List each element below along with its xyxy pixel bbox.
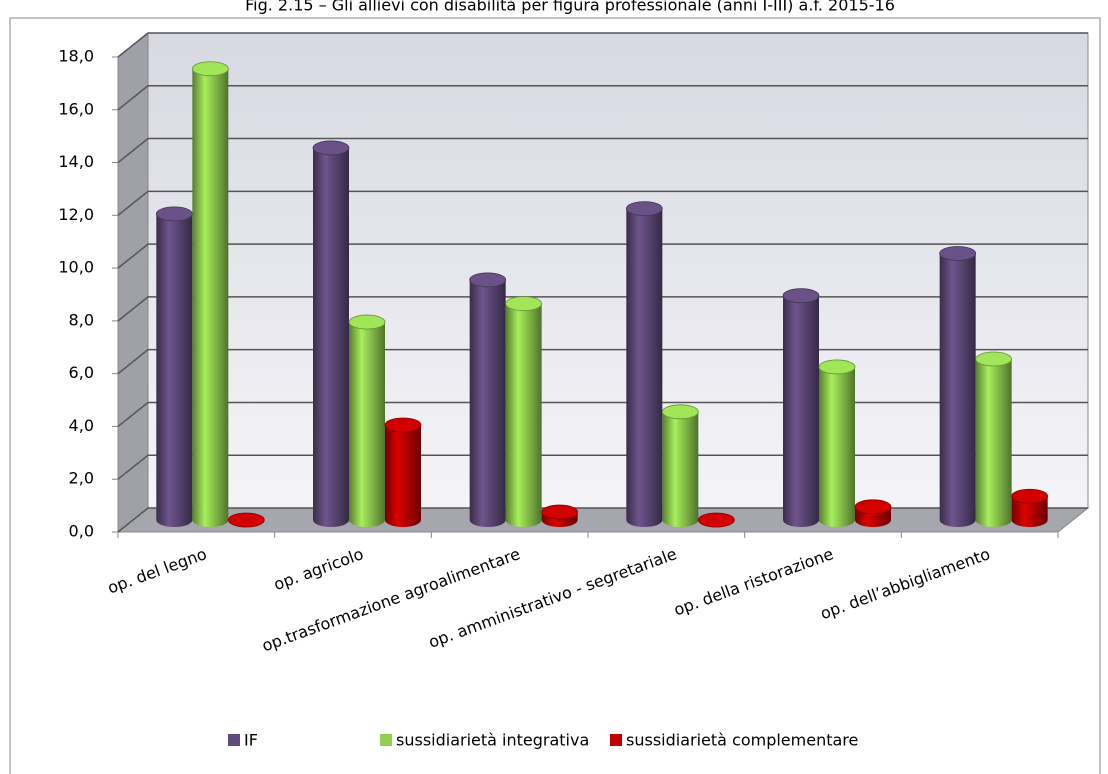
bar-top xyxy=(661,404,699,420)
grid-line xyxy=(117,190,1088,216)
bar-body xyxy=(192,68,229,528)
bar-top xyxy=(541,504,579,520)
bar-top xyxy=(854,499,892,515)
bar xyxy=(384,417,422,527)
bar-body xyxy=(783,295,819,527)
legend-label: sussidiarietà complementare xyxy=(626,731,858,750)
grid-line xyxy=(117,137,1088,164)
bar-top xyxy=(939,246,977,261)
bar xyxy=(469,272,507,528)
y-tick-label: 0,0 xyxy=(69,522,94,541)
bar-body xyxy=(939,253,976,528)
legend-swatch xyxy=(228,734,240,746)
legend-swatch xyxy=(380,734,392,746)
legend-swatch xyxy=(610,734,622,746)
bar-top xyxy=(227,512,265,528)
y-tick-label: 18,0 xyxy=(58,47,94,66)
grid-line xyxy=(117,32,1088,58)
grid-line xyxy=(117,401,1088,428)
grid-line xyxy=(117,85,1088,111)
y-tick-label: 16,0 xyxy=(58,99,94,118)
bar-body xyxy=(505,303,542,527)
bar-top xyxy=(505,296,543,312)
side-wall xyxy=(117,31,149,534)
bar xyxy=(782,288,820,527)
bar-top xyxy=(469,272,507,288)
bar xyxy=(155,206,193,528)
y-tick-label: 2,0 xyxy=(69,469,94,488)
bar xyxy=(1011,488,1049,527)
bar-body xyxy=(819,366,855,527)
bar-top xyxy=(155,206,193,222)
y-tick-label: 10,0 xyxy=(58,258,94,277)
bar-top xyxy=(782,288,820,304)
bar-top xyxy=(975,351,1013,367)
bar-top xyxy=(384,417,422,433)
bar xyxy=(505,296,543,527)
y-tick-label: 12,0 xyxy=(58,205,94,224)
bar-body xyxy=(975,359,1012,528)
legend-label: IF xyxy=(244,731,258,750)
bar xyxy=(975,351,1013,528)
bar xyxy=(939,246,977,528)
bar-body xyxy=(313,147,349,527)
bar xyxy=(348,314,386,527)
y-tick-label: 4,0 xyxy=(69,416,94,435)
bar xyxy=(625,201,663,528)
bar xyxy=(661,404,699,528)
bar-body xyxy=(156,213,193,528)
bar-top xyxy=(191,61,229,77)
bar-body xyxy=(626,208,663,528)
bar-top xyxy=(697,512,735,528)
grid-line xyxy=(117,507,1088,533)
bar-body xyxy=(349,322,385,527)
bar xyxy=(697,512,735,528)
y-tick-label: 8,0 xyxy=(69,310,94,329)
chart-title: Fig. 2.15 – Gli allievi con disabilità p… xyxy=(245,0,895,15)
bar-top xyxy=(312,140,350,156)
bar-body xyxy=(469,279,506,528)
bar-body xyxy=(1011,496,1048,527)
grid-line xyxy=(117,243,1088,269)
bar xyxy=(541,504,579,528)
bar-body xyxy=(385,425,421,527)
grid-line xyxy=(117,296,1088,322)
bar xyxy=(854,499,892,527)
bar xyxy=(227,512,265,528)
bar-top xyxy=(348,314,386,330)
bar-top xyxy=(1011,488,1049,504)
bar xyxy=(312,140,350,527)
legend-label: sussidiarietà integrativa xyxy=(396,731,589,750)
y-tick-label: 6,0 xyxy=(69,363,94,382)
y-tick-label: 14,0 xyxy=(58,152,94,171)
bar-body xyxy=(662,411,699,528)
grid-line xyxy=(117,348,1088,375)
bar-top xyxy=(818,359,856,375)
grid-line xyxy=(117,454,1088,480)
bar-top xyxy=(625,201,663,217)
bar xyxy=(191,61,229,528)
bar xyxy=(818,359,856,527)
